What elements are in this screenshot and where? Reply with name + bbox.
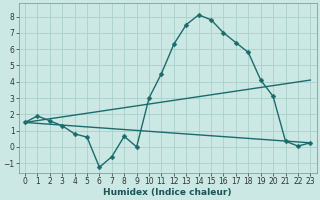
X-axis label: Humidex (Indice chaleur): Humidex (Indice chaleur) (103, 188, 232, 197)
